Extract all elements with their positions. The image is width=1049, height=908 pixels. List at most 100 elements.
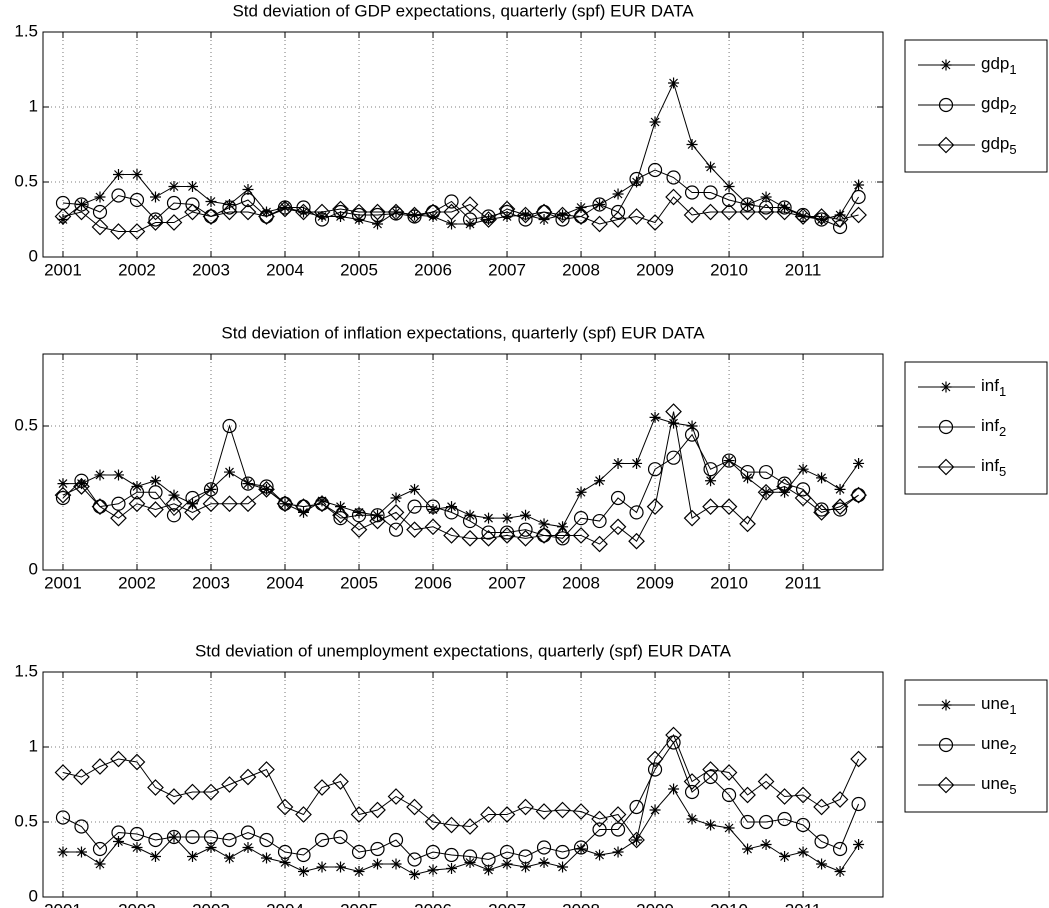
marker-star	[760, 839, 772, 850]
marker-diamond	[54, 764, 72, 781]
marker-star	[57, 846, 69, 858]
marker-diamond	[387, 788, 405, 805]
marker-circle	[666, 450, 681, 465]
marker-diamond	[147, 779, 164, 796]
marker-circle	[518, 522, 533, 537]
marker-circle	[684, 185, 700, 200]
marker-circle	[351, 207, 367, 223]
series-line	[62, 169, 860, 228]
marker-star	[594, 849, 606, 861]
marker-circle	[795, 482, 811, 497]
marker-circle	[481, 852, 496, 867]
plot-area	[43, 354, 883, 570]
marker-circle	[777, 200, 792, 215]
x-tick-label: 2001	[44, 573, 82, 592]
marker-star	[94, 191, 106, 203]
marker-circle	[462, 513, 478, 529]
marker-star	[75, 846, 87, 858]
marker-diamond	[591, 810, 608, 828]
marker-star	[75, 478, 87, 490]
marker-star	[742, 843, 754, 855]
marker-star	[483, 864, 495, 876]
marker-star	[427, 864, 439, 876]
marker-star	[649, 116, 661, 128]
marker-diamond	[554, 527, 571, 544]
marker-circle	[129, 192, 145, 208]
marker-circle	[832, 502, 848, 517]
legend-box	[904, 39, 1048, 173]
marker-circle	[314, 496, 330, 511]
axes-frame	[42, 31, 884, 258]
marker-diamond	[683, 773, 701, 790]
y-tick-label: 1.5	[14, 661, 38, 680]
marker-diamond	[628, 831, 645, 849]
marker-star	[427, 504, 439, 516]
x-tick-label: 2004	[266, 573, 304, 592]
marker-diamond	[165, 495, 183, 513]
marker-circle	[240, 192, 256, 208]
x-tick-label: 2003	[192, 260, 230, 279]
marker-star	[705, 161, 717, 173]
x-tick-label: 2002	[118, 900, 156, 908]
marker-circle	[148, 485, 163, 500]
marker-diamond	[757, 773, 775, 790]
marker-diamond	[202, 208, 220, 225]
marker-circle	[499, 204, 515, 220]
x-tick-label: 2005	[340, 573, 378, 592]
marker-star	[186, 851, 198, 862]
marker-star	[224, 852, 236, 864]
marker-diamond	[221, 495, 238, 513]
marker-diamond	[239, 768, 257, 786]
marker-star	[649, 411, 661, 423]
marker-star	[538, 518, 550, 530]
marker-star	[742, 472, 754, 484]
marker-star	[649, 804, 661, 816]
series-line	[62, 733, 860, 842]
marker-circle	[647, 762, 663, 777]
marker-circle	[444, 194, 459, 209]
marker-circle	[129, 485, 145, 500]
marker-circle	[647, 162, 663, 178]
marker-diamond	[258, 761, 275, 778]
marker-diamond	[794, 786, 812, 804]
marker-circle	[740, 197, 755, 212]
x-tick-label: 2007	[488, 900, 526, 908]
marker-circle	[555, 212, 570, 227]
marker-diamond	[739, 515, 756, 533]
marker-diamond	[387, 203, 405, 221]
marker-circle	[518, 212, 533, 227]
marker-star	[205, 196, 217, 207]
marker-star	[686, 139, 698, 150]
marker-circle	[536, 204, 552, 220]
chart-title: Std deviation of unemployment expectatio…	[195, 641, 732, 660]
marker-star	[94, 469, 106, 481]
marker-diamond	[480, 806, 497, 823]
marker-diamond	[702, 203, 719, 221]
marker-star	[149, 191, 161, 203]
marker-circle	[462, 849, 478, 864]
marker-diamond	[776, 478, 793, 495]
legend-label: inf2	[981, 416, 1006, 439]
marker-circle	[333, 829, 348, 845]
marker-diamond	[443, 203, 460, 221]
marker-star	[427, 211, 439, 222]
marker-diamond	[110, 750, 127, 768]
marker-circle	[370, 841, 385, 857]
marker-circle	[222, 200, 237, 215]
marker-circle	[148, 832, 163, 848]
marker-circle	[629, 505, 644, 520]
marker-star	[834, 483, 846, 495]
marker-circle	[314, 212, 330, 227]
marker-star	[261, 852, 273, 864]
marker-diamond	[757, 483, 775, 501]
marker-diamond	[628, 208, 645, 225]
marker-circle	[462, 212, 478, 227]
marker-diamond	[313, 495, 331, 513]
marker-diamond	[424, 203, 442, 221]
marker-circle	[851, 189, 866, 205]
marker-diamond	[110, 509, 127, 527]
marker-circle	[148, 212, 163, 227]
plot-area	[43, 32, 883, 257]
marker-diamond	[91, 498, 109, 515]
marker-circle	[444, 505, 459, 520]
